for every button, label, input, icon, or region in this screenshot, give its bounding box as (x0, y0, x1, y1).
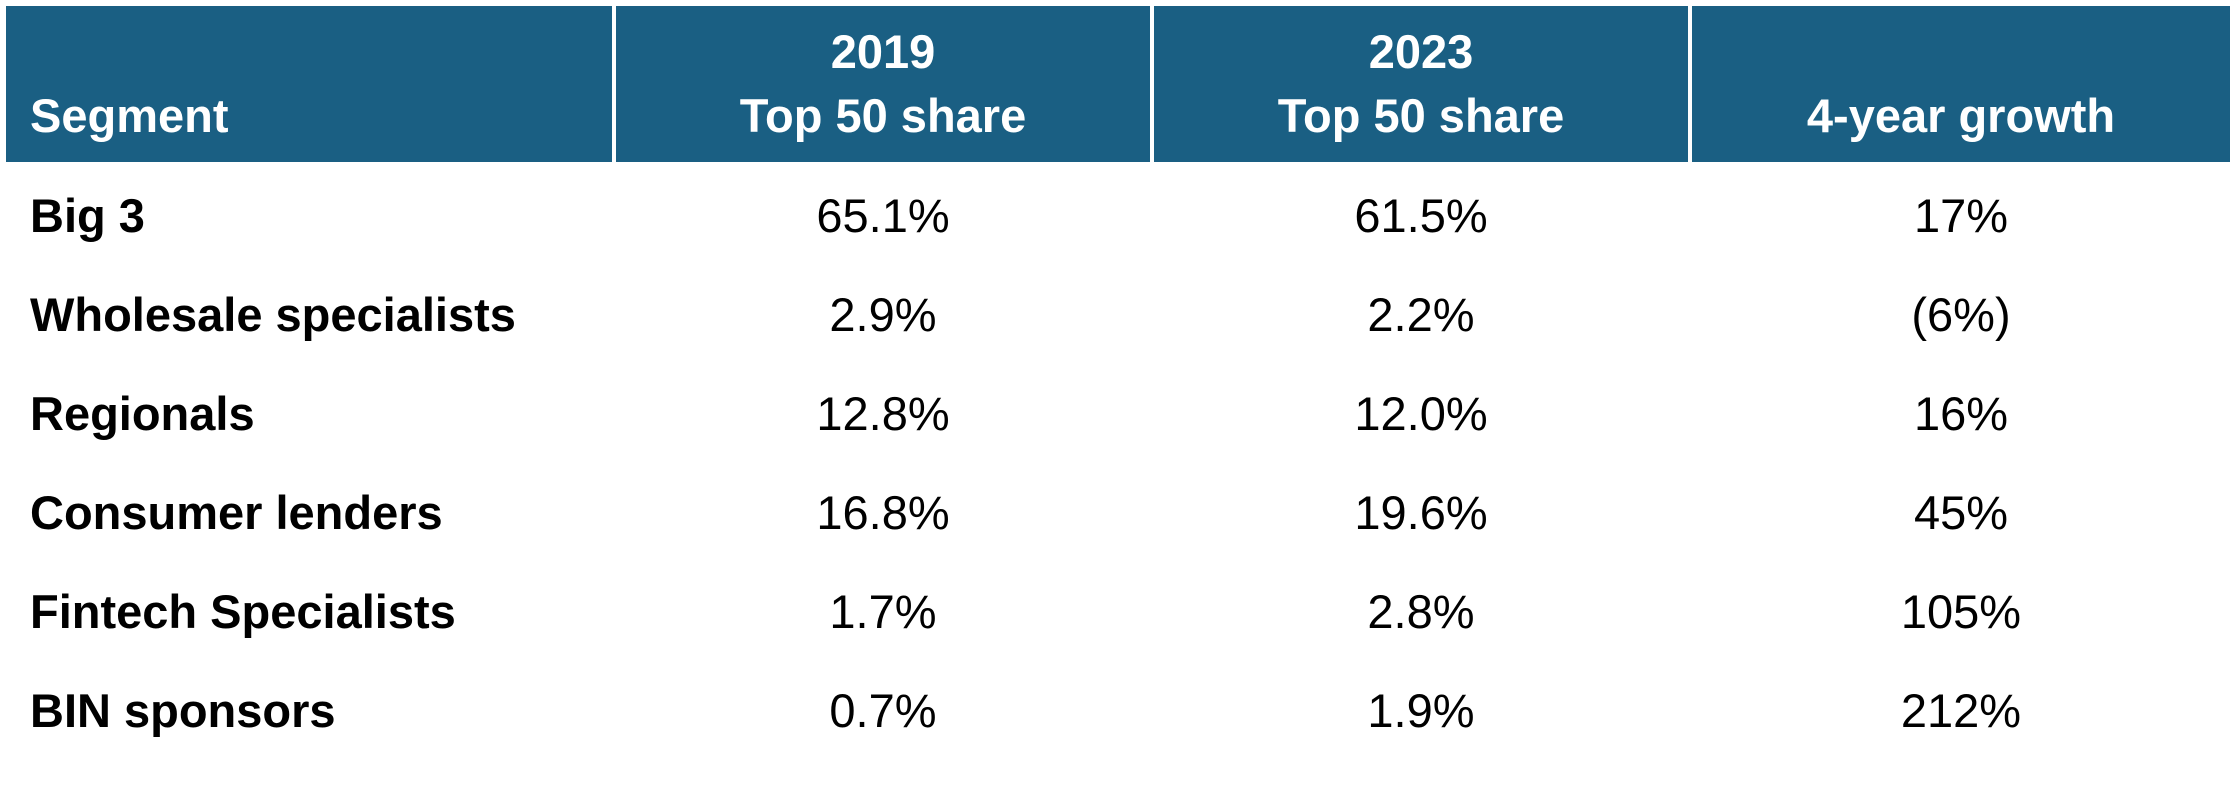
cell-segment: Big 3 (30, 189, 145, 242)
cell-share-2023: 19.6% (1354, 486, 1488, 539)
cell-share-2023: 1.9% (1367, 684, 1475, 737)
cell-segment: Fintech Specialists (30, 585, 456, 638)
header-segment-line: Segment (30, 89, 229, 142)
table-row: Big 3 65.1% 61.5% 17% (6, 166, 2230, 265)
header-segment: Segment (6, 6, 612, 162)
cell-share-2019: 1.7% (829, 585, 937, 638)
cell-share-2023: 2.8% (1367, 585, 1475, 638)
cell-segment: Wholesale specialists (30, 288, 516, 341)
cell-share-2023: 2.2% (1367, 288, 1475, 341)
cell-share-2019: 0.7% (829, 684, 937, 737)
cell-growth: 16% (1913, 387, 2009, 440)
cell-segment: Regionals (30, 387, 255, 440)
cell-segment: Consumer lenders (30, 486, 443, 539)
cell-share-2023: 61.5% (1354, 189, 1488, 242)
cell-share-2019: 16.8% (816, 486, 950, 539)
header-2019-label: Top 50 share (739, 89, 1027, 142)
cell-share-2019: 65.1% (816, 189, 950, 242)
cell-growth: 212% (1900, 684, 2022, 737)
cell-growth: 45% (1913, 486, 2009, 539)
cell-share-2019: 2.9% (829, 288, 937, 341)
cell-growth: 17% (1913, 189, 2009, 242)
header-2023-year: 2023 (1368, 25, 1474, 78)
cell-segment: BIN sponsors (30, 684, 336, 737)
table-row: Consumer lenders 16.8% 19.6% 45% (6, 463, 2230, 562)
table-header-row: Segment 2019 Top 50 share 2023 Top 50 sh… (6, 6, 2230, 162)
table-row: Wholesale specialists 2.9% 2.2% (6%) (6, 265, 2230, 364)
table-row: Regionals 12.8% 12.0% 16% (6, 364, 2230, 463)
header-2019-share: 2019 Top 50 share (616, 6, 1150, 162)
header-2023-share: 2023 Top 50 share (1154, 6, 1688, 162)
header-2023-label: Top 50 share (1277, 89, 1565, 142)
cell-growth: (6%) (1911, 288, 2011, 341)
table-row: Fintech Specialists 1.7% 2.8% 105% (6, 562, 2230, 661)
header-growth: 4-year growth (1692, 6, 2230, 162)
table-row: BIN sponsors 0.7% 1.9% 212% (6, 661, 2230, 760)
cell-share-2019: 12.8% (816, 387, 950, 440)
table-body: Big 3 65.1% 61.5% 17% Wholesale speciali… (6, 166, 2230, 760)
header-growth-line: 4-year growth (1806, 89, 2116, 142)
cell-share-2023: 12.0% (1354, 387, 1488, 440)
header-2019-year: 2019 (830, 25, 936, 78)
cell-growth: 105% (1900, 585, 2022, 638)
